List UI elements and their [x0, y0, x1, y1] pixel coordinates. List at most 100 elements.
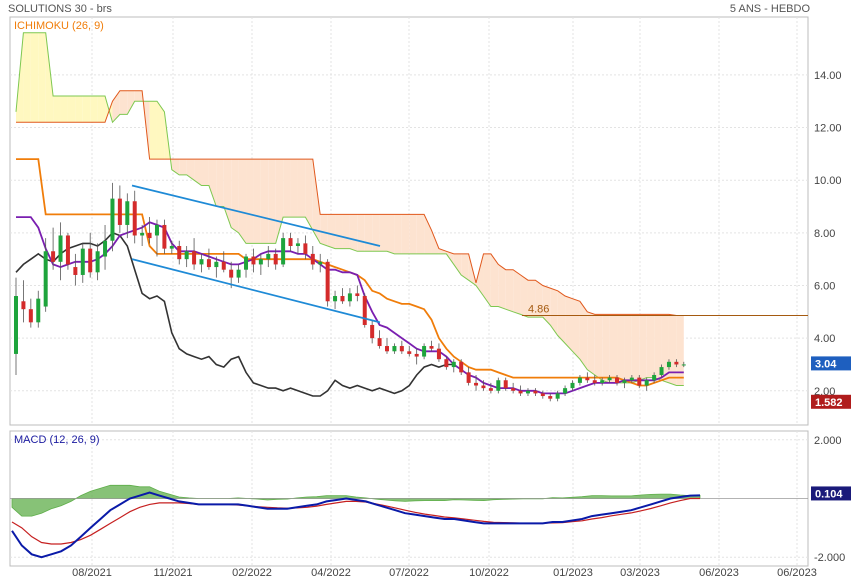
x-tick-label: 08/2021: [72, 567, 112, 579]
candle-body: [414, 353, 419, 357]
candle-body: [169, 246, 174, 249]
candle-body: [310, 253, 315, 265]
ichimoku-cloud-segment: [208, 159, 217, 207]
candle-body: [592, 380, 597, 383]
candle-body: [436, 348, 441, 360]
y-tick-label: 6.00: [814, 280, 835, 292]
ichimoku-cloud-segment: [268, 159, 276, 244]
ichimoku-cloud-segment: [67, 95, 76, 123]
y-tick-label: 14.00: [814, 70, 842, 82]
ichimoku-cloud-segment: [483, 253, 491, 307]
ichimoku-cloud-segment: [45, 32, 54, 123]
ichimoku-cloud-segment: [134, 90, 143, 102]
y-tick-label: 10.00: [814, 175, 842, 187]
ichimoku-cloud-segment: [201, 159, 209, 186]
senkou-a-line: [15, 32, 684, 386]
candle-body: [162, 224, 167, 249]
candle-body: [295, 243, 300, 247]
y-tick-label: 12.00: [814, 123, 842, 135]
candle-body: [273, 253, 278, 265]
x-tick-label: 07/2022: [389, 567, 429, 579]
ichimoku-cloud-segment: [305, 159, 313, 231]
candle-body: [266, 253, 271, 260]
candle-body: [540, 393, 545, 397]
ichimoku-cloud-segment: [579, 301, 588, 370]
ichimoku-cloud-segment: [654, 314, 662, 381]
x-tick-label: 11/2021: [154, 567, 193, 579]
last-price-text: 3.04: [815, 358, 837, 370]
candle-body: [518, 390, 523, 394]
candle-body: [503, 380, 508, 389]
candle-body: [73, 267, 78, 275]
ichimoku-title: ICHIMOKU (26, 9): [14, 20, 104, 32]
ichimoku-cloud-segment: [231, 159, 239, 233]
chart-symbol-title: SOLUTIONS 30 - brs: [8, 3, 112, 15]
candle-body: [511, 388, 516, 391]
ichimoku-cloud-segment: [602, 314, 610, 383]
candle-body: [177, 246, 182, 260]
ichimoku-cloud-segment: [349, 214, 358, 252]
ichimoku-cloud-segment: [60, 95, 68, 123]
chart-period-label: 5 ANS - HEBDO: [729, 3, 810, 15]
candle-body: [399, 346, 404, 352]
x-tick-label: 01/2023: [553, 567, 593, 579]
ichimoku-cloud-segment: [238, 159, 247, 244]
candle-body: [36, 298, 41, 323]
candle-body: [340, 296, 345, 302]
y-tick-label: 2.00: [814, 386, 835, 398]
ichimoku-cloud-segment: [216, 159, 224, 207]
ichimoku-cloud-segment: [75, 95, 83, 123]
candle-body: [28, 309, 33, 323]
ichimoku-cloud-segment: [90, 95, 98, 123]
y-tick-label: 4.00: [814, 333, 835, 345]
candle-body: [585, 377, 590, 381]
ichimoku-cloud-segment: [639, 314, 647, 381]
candle-body: [110, 198, 115, 241]
candle-body: [88, 248, 93, 273]
candle-body: [563, 388, 568, 394]
ichimoku-cloud-segment: [297, 159, 306, 218]
candle-body: [236, 269, 241, 278]
candle-body: [221, 261, 226, 270]
candle-body: [281, 238, 286, 265]
candle-body: [525, 390, 530, 394]
candle-body: [43, 251, 48, 307]
macd-histogram-area: [11, 484, 701, 517]
candle-body: [629, 377, 634, 381]
candle-body: [103, 240, 108, 257]
candle-body: [674, 361, 679, 365]
ichimoku-cloud-segment: [498, 264, 506, 310]
ichimoku-cloud-segment: [490, 253, 499, 307]
candle-body: [407, 351, 412, 354]
last-low-badge: [811, 394, 851, 409]
macd-title: MACD (12, 26, 9): [14, 434, 100, 446]
ichimoku-cloud-segment: [513, 269, 521, 315]
candle-body: [600, 380, 605, 383]
ichimoku-cloud-segment: [127, 90, 135, 115]
ichimoku-cloud-segment: [424, 214, 432, 254]
candle-body: [466, 372, 471, 383]
ichimoku-cloud-segment: [565, 296, 573, 352]
candle-body: [666, 361, 671, 368]
macd-y-tick-label: -2.000: [814, 552, 845, 564]
ichimoku-cloud-segment: [409, 214, 417, 254]
candle-body: [637, 377, 642, 386]
channel-lower-line: [131, 258, 381, 324]
candle-body: [21, 301, 26, 310]
candle-body: [570, 382, 575, 389]
candle-body: [377, 338, 382, 347]
ichimoku-cloud-segment: [53, 95, 61, 123]
ichimoku-cloud-segment: [572, 298, 580, 360]
ichimoku-cloud-segment: [335, 214, 343, 249]
ichimoku-cloud-segment: [30, 32, 39, 123]
candle-body: [51, 251, 56, 262]
x-tick-label: 03/2023: [620, 567, 660, 579]
last-low-text: 1.582: [815, 397, 843, 409]
ichimoku-cloud-segment: [520, 274, 528, 318]
ichimoku-cloud-segment: [394, 214, 402, 254]
ichimoku-cloud-segment: [149, 101, 157, 160]
candle-body: [607, 377, 612, 381]
candle-body: [140, 232, 145, 236]
ichimoku-cloud-segment: [594, 314, 603, 381]
ichimoku-cloud-segment: [617, 314, 625, 383]
